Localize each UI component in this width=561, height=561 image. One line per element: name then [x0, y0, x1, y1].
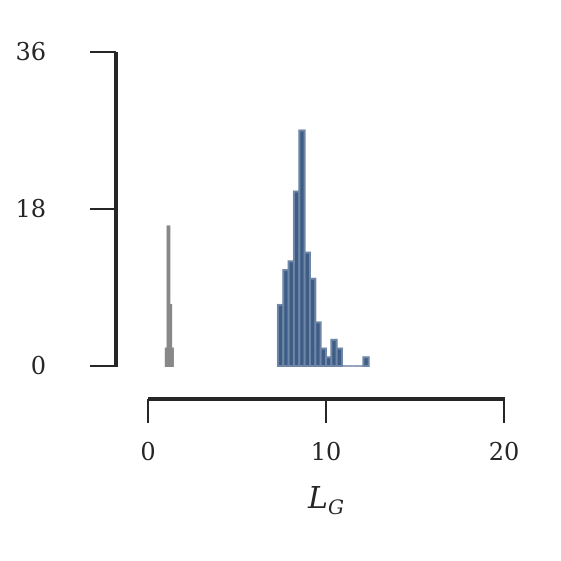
- y-tick-label: 18: [15, 195, 46, 223]
- x-ticks: 0 10 20: [140, 399, 519, 466]
- histogram-bar-series-1: [298, 129, 306, 367]
- histogram-bar-series-1: [362, 356, 370, 367]
- x-tick-label: 10: [311, 438, 342, 466]
- bars: [164, 129, 370, 368]
- y-tick-label: 36: [15, 38, 46, 66]
- x-axis-label: LG: [307, 481, 344, 519]
- y-tick-label: 0: [31, 352, 46, 380]
- histogram-bar-series-0: [170, 347, 174, 367]
- x-tick-label: 0: [140, 438, 155, 466]
- y-ticks: 0 18 36: [15, 38, 116, 380]
- histogram-bar-series-1: [335, 347, 344, 367]
- x-tick-label: 20: [489, 438, 520, 466]
- histogram-bar-series-1: [314, 321, 322, 367]
